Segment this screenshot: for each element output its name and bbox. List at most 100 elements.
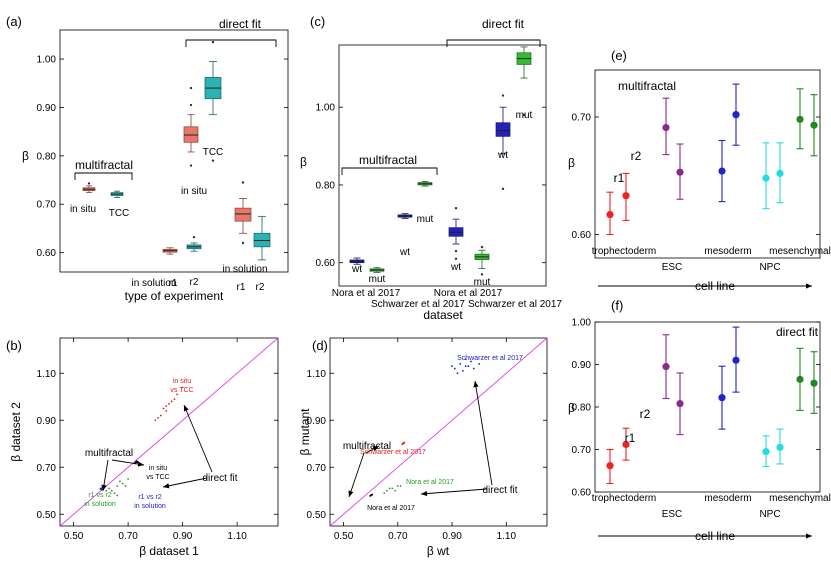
box-outlier [454, 207, 458, 210]
box-outlier [211, 40, 215, 44]
y-axis-label: β [300, 155, 307, 169]
panel-d: 0.50 0.70 0.90 1.10 0.50 0.70 0.90 1.10 (d) β mut… [298, 337, 548, 558]
box-label: TCC [203, 147, 224, 158]
plot-frame [594, 69, 821, 259]
box-label: wt [450, 262, 461, 273]
data-point [662, 123, 670, 132]
replicate-label: r1 [625, 431, 636, 445]
y-tick-label: 0.90 [37, 416, 57, 427]
group-label-multifractal: multifractal [75, 158, 133, 172]
panel-e: 0.60 0.70 (e) β multifractal r1 r2 trophectoder… [568, 48, 831, 293]
scatter-point [370, 493, 373, 496]
multifractal-bracket [341, 167, 438, 175]
y-tick-label: 0.70 [572, 113, 592, 124]
box-label: in situ [181, 186, 207, 197]
series-label: in solution [84, 501, 116, 508]
y-tick-label: 0.80 [37, 151, 57, 162]
x-tick-label: 0.70 [388, 531, 408, 542]
x-axis-label: β wt [427, 544, 450, 558]
box-label: r2 [256, 282, 265, 293]
box-label: TCC [109, 208, 130, 219]
scatter-point [105, 489, 108, 492]
series-label: in situ [173, 378, 191, 385]
box-outlier [87, 182, 91, 185]
panel-c: 0.600.801.00(c)βdatasetwtmutwtmutwtmutwt… [300, 14, 562, 322]
y-tick-label: 0.70 [307, 463, 327, 474]
panel-label: (b) [6, 338, 22, 353]
scatter-point [168, 402, 170, 405]
scatter-point [100, 488, 103, 491]
scatter-point [472, 367, 475, 370]
group-label-direct-fit: direct fit [219, 17, 262, 31]
y-tick-label: 0.60 [572, 488, 592, 499]
scatter-point [165, 405, 168, 408]
series-label: vs TCC [170, 387, 193, 394]
box-label: r1 [237, 282, 246, 293]
scatter-point [173, 398, 176, 400]
y-tick-label: 0.50 [37, 510, 57, 521]
plot-frame [59, 29, 289, 273]
y-tick-label: 1.10 [37, 369, 57, 380]
scatter-point [116, 494, 119, 497]
box-outlier [501, 187, 505, 191]
panel-annotation: direct fit [776, 325, 819, 339]
data-point [762, 448, 770, 456]
dataset-label: Schwarzer et al 2017 [468, 299, 562, 310]
scatter-point [127, 478, 130, 480]
scatter-point [399, 485, 402, 487]
scatter-point [401, 443, 404, 446]
box-label: mut [417, 214, 434, 225]
box-outlier [241, 181, 245, 184]
plot-frame [594, 321, 821, 493]
arrow-direct-fit-head [163, 483, 170, 489]
data-point [676, 168, 684, 176]
x-axis-label: type of experiment [125, 289, 224, 303]
panel-label: (c) [310, 14, 325, 29]
data-point [676, 400, 684, 408]
identity-line [329, 337, 548, 527]
series-label: in situ [149, 465, 167, 472]
scatter-point [467, 365, 470, 368]
scatter-point [402, 442, 405, 445]
category-label: NPC [759, 262, 780, 273]
category-label: trophectoderm [592, 246, 656, 257]
scatter-point [113, 492, 116, 494]
series-label: Nora et al 2017 [406, 479, 454, 486]
arrow-multifractal-head [137, 461, 144, 467]
panel-a: 0.60 0.70 0.80 0.90 1.00 (a) β type of experime… [6, 14, 289, 303]
arrow-direct-fit [420, 488, 488, 495]
box-label: wt [497, 150, 508, 161]
panel-label: (f) [611, 298, 623, 313]
x-tick-label: 0.70 [118, 531, 138, 542]
y-tick-label: 0.80 [316, 180, 336, 191]
series-label: vs TCC [146, 474, 169, 481]
panel-f: 0.60 0.70 0.80 0.90 1.00 (f) β direct fit r1 r2 tr… [568, 298, 831, 543]
category-label: mesoderm [704, 493, 751, 504]
box-body [495, 122, 511, 137]
box-outlier [189, 103, 193, 107]
identity-line [59, 337, 279, 527]
scatter-point [110, 489, 113, 492]
series-label: Schwarzer et al 2017 [457, 355, 523, 362]
plot-frame [59, 337, 279, 527]
scatter-point [462, 370, 464, 372]
scatter-point [451, 365, 453, 368]
scatter-point [396, 485, 399, 487]
scatter-point [135, 460, 138, 463]
box-outlier [189, 86, 193, 90]
scatter-point [154, 419, 157, 422]
arrow-direct-fit [183, 404, 213, 473]
y-tick-label: 0.90 [572, 360, 592, 371]
x-axis-arrow-head [806, 283, 812, 289]
replicate-label: r2 [640, 407, 651, 421]
data-point [762, 174, 770, 182]
scatter-point [456, 372, 459, 375]
box-outlier [454, 249, 458, 253]
y-axis-label: β [568, 401, 575, 415]
y-tick-label: 0.70 [572, 445, 592, 456]
scatter-point [124, 485, 127, 487]
scatter-point [464, 358, 467, 361]
x-tick-label: 0.50 [64, 531, 84, 542]
scatter-point [170, 400, 173, 403]
data-point [622, 440, 630, 448]
